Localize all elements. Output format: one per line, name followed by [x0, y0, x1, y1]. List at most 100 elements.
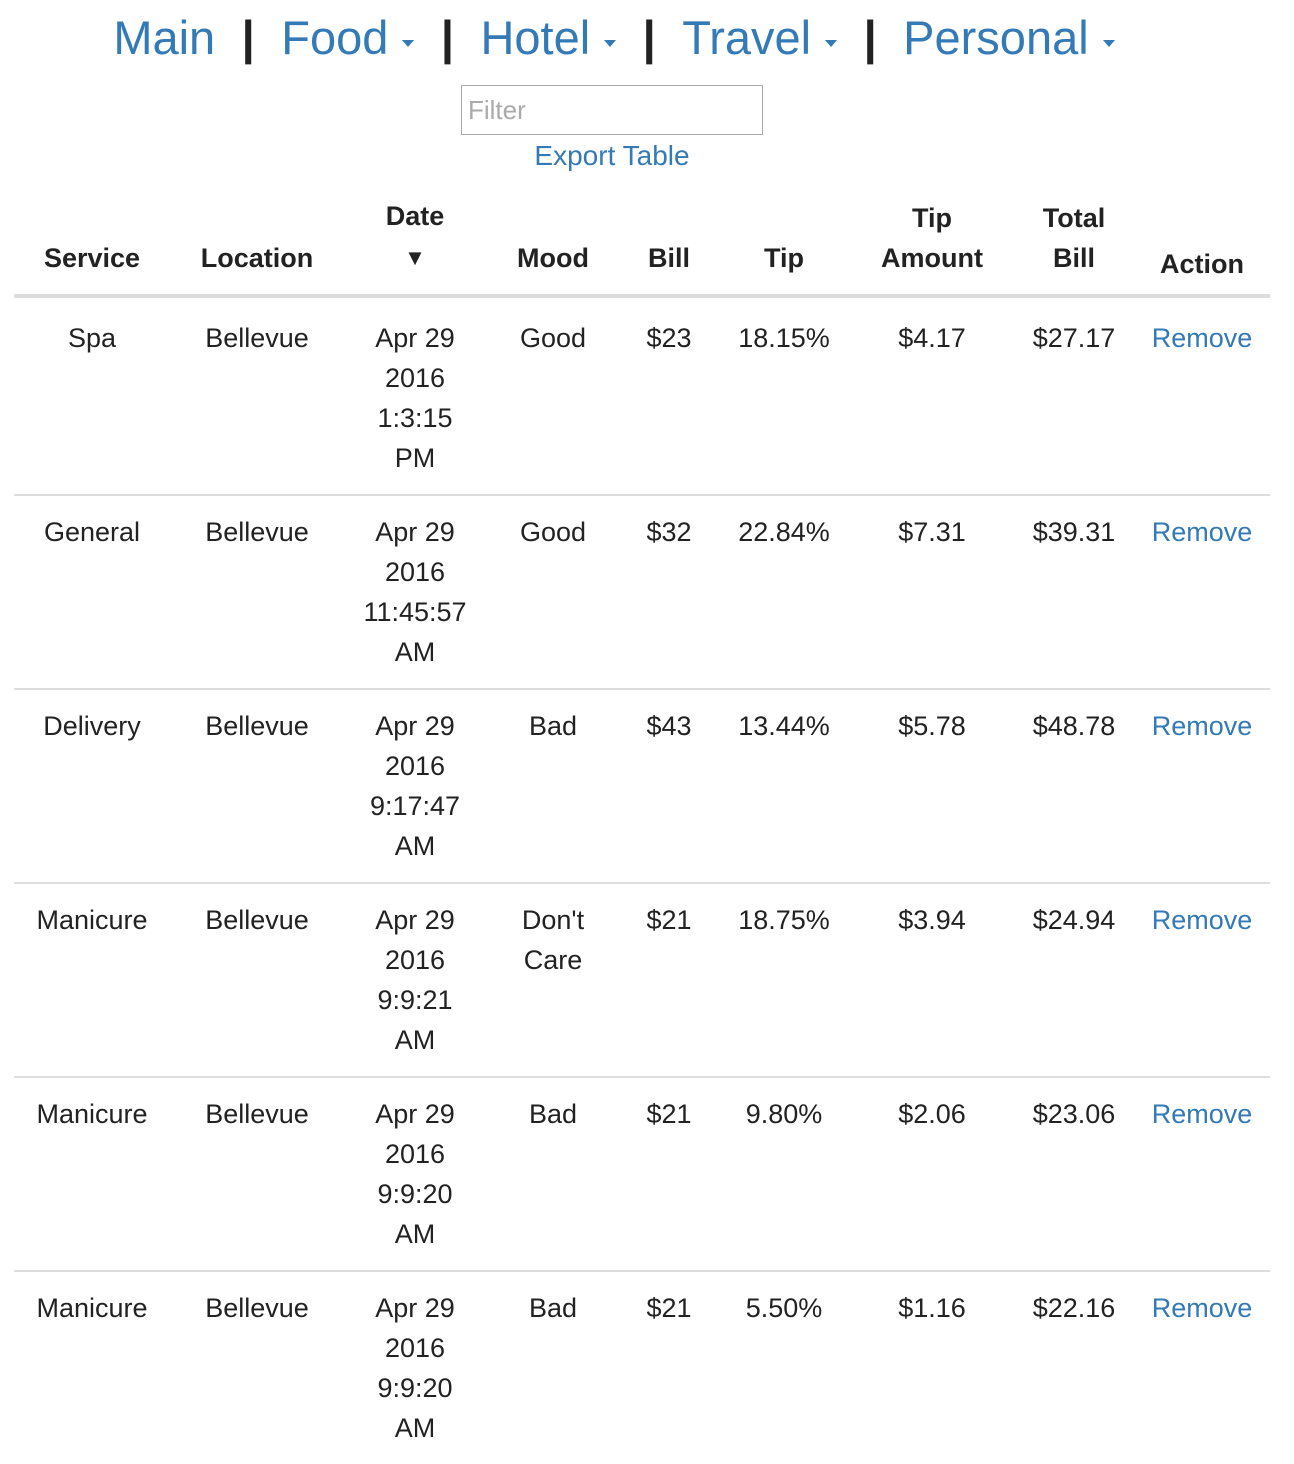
- date-line-4: PM: [394, 443, 436, 473]
- cell-tip: 5.50%: [718, 1270, 850, 1464]
- nav-hotel-label: Hotel: [480, 11, 591, 64]
- cell-bill: $43: [620, 688, 718, 883]
- table-row: Delivery Bellevue Apr 29 2016 9:17:47 AM…: [14, 688, 1270, 883]
- date-line-3: 9:9:21: [377, 985, 453, 1015]
- remove-link[interactable]: Remove: [1151, 517, 1253, 547]
- header-mood[interactable]: Mood: [486, 196, 620, 298]
- table-row: Manicure Bellevue Apr 29 2016 9:9:20 AM …: [14, 1270, 1270, 1464]
- cell-service: General: [14, 494, 170, 689]
- cell-bill: $32: [620, 494, 718, 689]
- remove-link[interactable]: Remove: [1151, 711, 1253, 741]
- cell-service: Manicure: [14, 1270, 170, 1464]
- header-total-bill[interactable]: Total Bill: [1014, 196, 1134, 298]
- cell-total-bill: $22.16: [1014, 1270, 1134, 1464]
- filter-input[interactable]: [461, 85, 763, 135]
- cell-tip: 13.44%: [718, 688, 850, 883]
- header-location[interactable]: Location: [170, 196, 344, 298]
- table-row: Spa Bellevue Apr 29 2016 1:3:15 PM Good …: [14, 296, 1270, 495]
- mood-line-1: Good: [519, 517, 587, 547]
- sort-desc-icon: ▼: [404, 245, 426, 270]
- table-header-row: Service Location Date ▼ Mood Bill Tip Tip…: [14, 196, 1270, 298]
- header-bill[interactable]: Bill: [620, 196, 718, 298]
- header-total-bill-line1: Total: [1042, 203, 1106, 233]
- caret-down-icon: [1102, 40, 1115, 48]
- cell-date: Apr 29 2016 9:9:21 AM: [344, 882, 486, 1077]
- cell-action: Remove: [1134, 688, 1270, 883]
- nav-separator: |: [642, 11, 656, 64]
- cell-total-bill: $27.17: [1032, 323, 1116, 353]
- nav-hotel-dropdown[interactable]: Hotel: [480, 10, 617, 65]
- mood-line-1: Bad: [528, 1293, 578, 1323]
- header-tip-amount[interactable]: Tip Amount: [850, 196, 1014, 298]
- date-line-4: AM: [394, 1413, 436, 1443]
- cell-action: Remove: [1134, 296, 1270, 495]
- mood-line-1: Don't: [521, 905, 585, 935]
- cell-date: Apr 29 2016 1:3:15 PM: [344, 296, 486, 495]
- cell-location: Bellevue: [170, 882, 344, 1077]
- cell-tip-amount: $3.94: [850, 882, 1014, 1077]
- caret-down-icon: [604, 40, 617, 48]
- mood-line-1: Good: [519, 323, 587, 353]
- nav-separator: |: [440, 11, 455, 64]
- date-line-2: 2016: [384, 363, 446, 393]
- header-tip-amount-line2: Amount: [881, 243, 983, 273]
- date-line-3: 9:17:47: [369, 791, 461, 821]
- cell-tip-amount: $4.17: [898, 323, 966, 353]
- date-line-4: AM: [394, 1025, 436, 1055]
- remove-link[interactable]: Remove: [1151, 1099, 1253, 1129]
- remove-link[interactable]: Remove: [1151, 905, 1253, 935]
- header-action: Action: [1134, 196, 1270, 298]
- cell-mood: Bad: [486, 1076, 620, 1271]
- cell-date: Apr 29 2016 9:9:20 AM: [344, 1270, 486, 1464]
- cell-total-bill: $24.94: [1014, 882, 1134, 1077]
- cell-service: Spa: [67, 323, 117, 353]
- header-tip[interactable]: Tip: [718, 196, 850, 298]
- cell-date: Apr 29 2016 9:17:47 AM: [344, 688, 486, 883]
- nav-food-dropdown[interactable]: Food: [281, 10, 415, 65]
- cell-tip-amount: $2.06: [850, 1076, 1014, 1271]
- cell-tip: 18.15%: [738, 323, 830, 353]
- cell-mood: Bad: [486, 1270, 620, 1464]
- nav-personal-dropdown[interactable]: Personal: [903, 10, 1115, 65]
- header-date[interactable]: Date ▼: [344, 196, 486, 298]
- header-tip-amount-line1: Tip: [912, 203, 952, 233]
- header-service[interactable]: Service: [14, 196, 170, 298]
- date-line-3: 11:45:57: [363, 597, 467, 627]
- cell-total-bill: $23.06: [1014, 1076, 1134, 1271]
- cell-mood: Good: [486, 494, 620, 689]
- nav-separator: |: [863, 11, 877, 64]
- nav-food-label: Food: [281, 11, 389, 64]
- export-table-link[interactable]: Export Table: [534, 140, 690, 171]
- date-line-1: Apr 29: [375, 1293, 455, 1323]
- cell-location: Bellevue: [170, 688, 344, 883]
- date-line-1: Apr 29: [375, 1099, 455, 1129]
- nav-travel-dropdown[interactable]: Travel: [682, 10, 838, 65]
- caret-down-icon: [402, 40, 415, 48]
- remove-link[interactable]: Remove: [1151, 323, 1253, 353]
- tips-table: Service Location Date ▼ Mood Bill Tip Tip…: [14, 196, 1270, 1464]
- cell-action: Remove: [1134, 882, 1270, 1077]
- cell-action: Remove: [1134, 1076, 1270, 1271]
- header-date-label: Date: [385, 201, 445, 231]
- nav-main-link[interactable]: Main: [113, 11, 216, 64]
- mood-line-1: Bad: [528, 711, 578, 741]
- caret-down-icon: [825, 40, 838, 48]
- cell-service: Delivery: [14, 688, 170, 883]
- table-row: General Bellevue Apr 29 2016 11:45:57 AM…: [14, 494, 1270, 689]
- cell-total-bill: $39.31: [1014, 494, 1134, 689]
- cell-bill: $23: [646, 323, 692, 353]
- cell-action: Remove: [1134, 1270, 1270, 1464]
- date-line-4: AM: [394, 831, 436, 861]
- remove-link[interactable]: Remove: [1151, 1293, 1253, 1323]
- cell-service: Manicure: [14, 882, 170, 1077]
- date-line-3: 9:9:20: [377, 1179, 453, 1209]
- date-line-2: 2016: [384, 1333, 446, 1363]
- cell-bill: $21: [620, 1270, 718, 1464]
- date-line-1: Apr 29: [375, 905, 455, 935]
- cell-tip: 9.80%: [718, 1076, 850, 1271]
- table-row: Manicure Bellevue Apr 29 2016 9:9:21 AM …: [14, 882, 1270, 1077]
- cell-action: Remove: [1134, 494, 1270, 689]
- cell-tip: 22.84%: [718, 494, 850, 689]
- date-line-2: 2016: [384, 557, 446, 587]
- cell-tip-amount: $5.78: [850, 688, 1014, 883]
